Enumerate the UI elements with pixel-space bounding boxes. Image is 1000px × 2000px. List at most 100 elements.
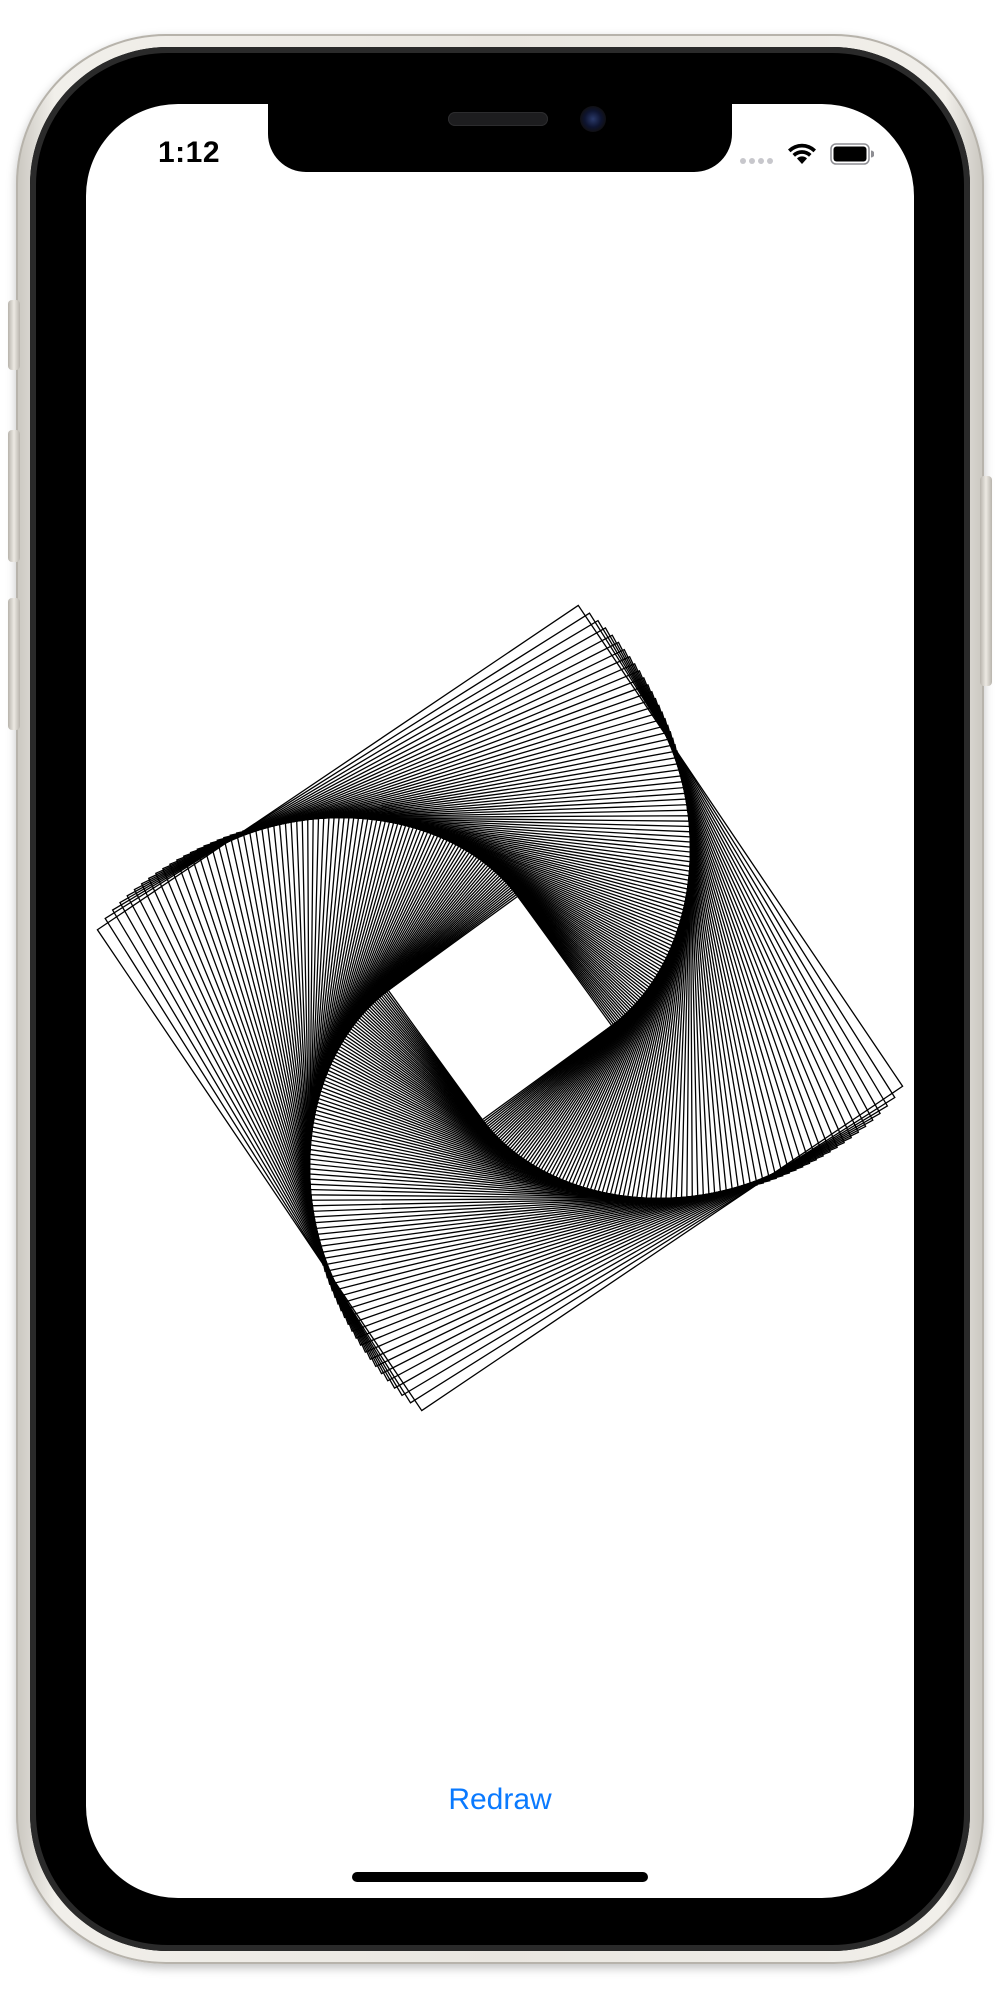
nested-square (119, 627, 881, 1389)
nested-square (377, 885, 623, 1131)
nested-square (368, 876, 632, 1140)
nested-square (348, 856, 652, 1160)
nested-square (319, 827, 681, 1189)
nested-square (351, 859, 649, 1157)
nested-square (354, 862, 646, 1154)
nested-square (308, 816, 692, 1200)
nested-square (378, 886, 622, 1130)
nested-square (329, 837, 671, 1179)
nested-square (169, 677, 831, 1339)
nested-square (260, 768, 740, 1248)
nested-square (343, 851, 657, 1165)
nested-square (284, 792, 716, 1224)
nested-square (315, 823, 685, 1193)
nested-square (353, 861, 647, 1155)
nested-square (366, 874, 634, 1142)
nested-square (383, 891, 617, 1125)
nested-square (307, 815, 693, 1201)
nested-square (311, 819, 689, 1197)
mute-switch (8, 300, 20, 370)
nested-square (216, 724, 784, 1292)
nested-square (209, 717, 791, 1299)
home-indicator (352, 1872, 648, 1882)
volume-up-button (8, 430, 20, 562)
nested-square (324, 832, 676, 1184)
nested-square (311, 819, 689, 1197)
nested-square (371, 879, 629, 1137)
nested-square (272, 780, 728, 1236)
nested-square (111, 619, 889, 1397)
nested-square (307, 815, 693, 1201)
nested-square (341, 849, 659, 1167)
nested-square (126, 634, 874, 1382)
cellular-signal-empty-icon (740, 158, 773, 164)
nested-square (235, 743, 765, 1273)
nested-square (248, 756, 752, 1260)
nested-square (349, 857, 651, 1159)
nested-square (346, 854, 654, 1162)
nested-square (358, 866, 642, 1150)
nested-square (254, 762, 746, 1254)
nested-square (290, 798, 710, 1218)
nested-square (307, 815, 693, 1201)
nested-square (344, 852, 656, 1164)
nested-square (331, 839, 669, 1177)
nested-square (308, 816, 692, 1200)
nested-square (317, 825, 683, 1191)
nested-square (335, 843, 665, 1173)
nested-square (308, 816, 692, 1200)
nested-square (318, 826, 682, 1190)
nested-square (337, 845, 663, 1171)
nested-square (133, 641, 867, 1375)
nested-square (278, 786, 722, 1230)
nested-square (203, 711, 797, 1305)
nested-square (385, 893, 615, 1123)
nested-square (175, 683, 825, 1333)
nested-square (308, 816, 692, 1200)
power-button (980, 476, 992, 686)
nested-square (307, 815, 693, 1201)
nested-square (242, 750, 758, 1266)
nested-square (321, 829, 679, 1187)
wifi-icon (788, 143, 816, 164)
nested-square (196, 704, 804, 1312)
nested-square (320, 828, 680, 1188)
nested-square (332, 840, 668, 1176)
front-camera-icon (580, 106, 606, 132)
nested-square (370, 878, 630, 1138)
nested-square (307, 815, 693, 1201)
speaker-grille (448, 112, 548, 126)
nested-square (162, 670, 838, 1346)
nested-square (140, 648, 860, 1368)
nested-square (266, 774, 734, 1242)
nested-square (223, 731, 777, 1285)
status-time: 1:12 (158, 136, 221, 169)
nested-square (382, 890, 618, 1126)
redraw-button[interactable]: Redraw (400, 1778, 600, 1822)
nested-square (312, 820, 688, 1196)
nested-square (380, 888, 620, 1128)
nested-square (309, 817, 691, 1199)
nested-square (189, 697, 811, 1319)
nested-square (154, 662, 846, 1354)
nested-square (182, 690, 818, 1326)
nested-square (314, 822, 686, 1194)
nested-square (96, 604, 904, 1412)
volume-down-button (8, 598, 20, 730)
nested-square (326, 834, 674, 1182)
nested-square (313, 821, 687, 1195)
nested-square (363, 871, 637, 1145)
nested-square (338, 846, 662, 1170)
nested-square (323, 831, 677, 1185)
nested-square (229, 737, 771, 1279)
nested-square (356, 864, 644, 1152)
nested-square (316, 824, 684, 1192)
nested-square (147, 655, 853, 1361)
nested-square (309, 817, 691, 1199)
nested-square (375, 883, 625, 1133)
nested-square (325, 833, 675, 1183)
nested-square (373, 881, 627, 1135)
nested-square (361, 869, 639, 1147)
